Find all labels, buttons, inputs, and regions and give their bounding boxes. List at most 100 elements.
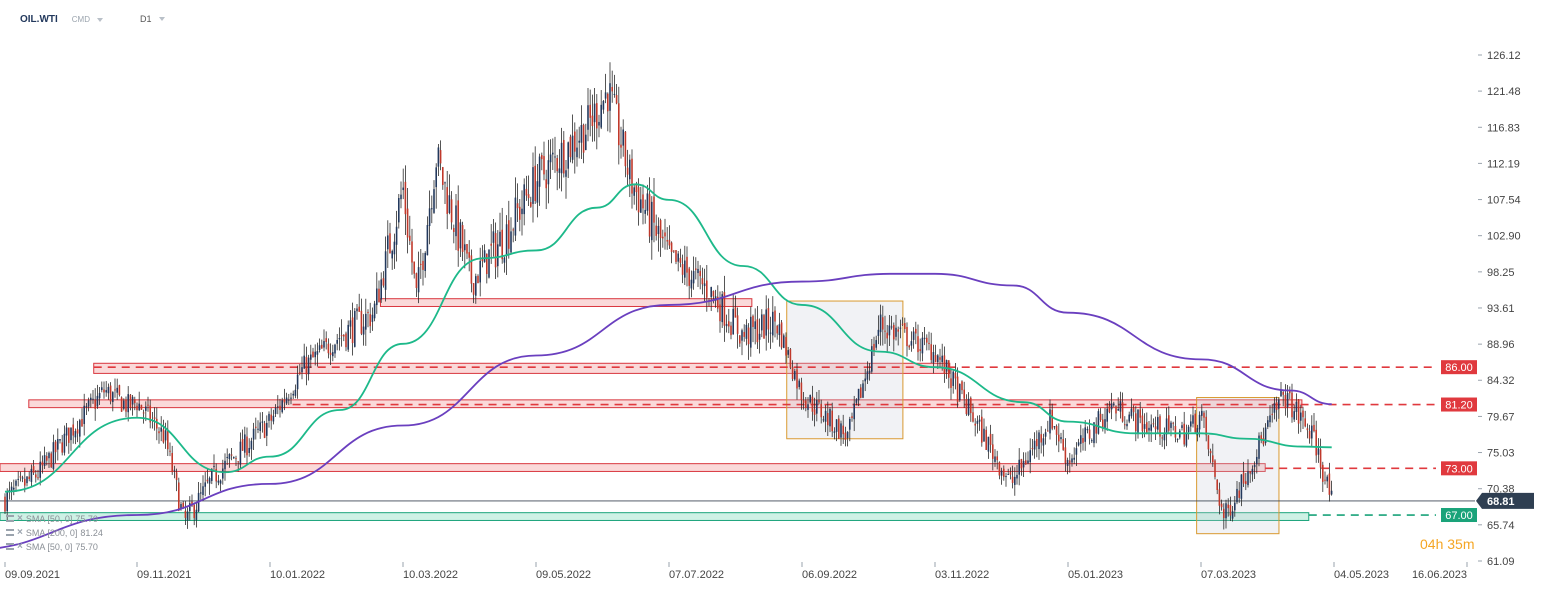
timeframe-dropdown-icon[interactable] <box>158 17 165 21</box>
candle-body <box>906 326 908 347</box>
candle-body <box>310 354 312 360</box>
timer-hours-unit: h <box>1435 536 1444 552</box>
candle-body <box>52 442 55 469</box>
level-tag <box>1441 397 1477 412</box>
candle-body <box>376 288 378 306</box>
candle-body <box>1291 392 1293 418</box>
resistance-zone[interactable] <box>379 298 753 307</box>
candle-body <box>1137 409 1139 434</box>
timeframe-selector[interactable]: D1 <box>140 14 165 24</box>
candle-body <box>1095 424 1097 434</box>
legend-item[interactable]: × SMA [200, 0] 81.24 <box>6 527 103 538</box>
candle-body <box>816 400 818 414</box>
close-icon[interactable]: × <box>17 527 23 538</box>
candle-body <box>1280 389 1282 397</box>
candle-body <box>1260 435 1262 441</box>
candle-body <box>17 478 19 480</box>
candle-countdown: 04h 35m <box>1420 536 1475 552</box>
candle-body <box>50 453 52 468</box>
candle-body <box>818 400 820 403</box>
candle-body <box>428 208 431 227</box>
level-label: 73.00 <box>1445 463 1473 475</box>
x-tick-label: 07.03.2023 <box>1201 569 1256 581</box>
resistance-zone[interactable] <box>0 463 1266 472</box>
sma-50-line[interactable] <box>4 183 1332 493</box>
candle-body <box>1108 406 1111 413</box>
candle-body <box>1240 474 1243 499</box>
range-box[interactable] <box>1196 397 1280 535</box>
candle-body <box>272 415 275 422</box>
y-tick-label: 84.32 <box>1487 375 1515 387</box>
candle-body <box>230 454 233 456</box>
legend-item[interactable]: × SMA [50, 0] 75.70 <box>6 513 98 524</box>
legend-item[interactable]: × SMA [50, 0] 75.70 <box>6 541 98 552</box>
candle-body <box>420 263 422 265</box>
candle-body <box>98 392 101 399</box>
candle-body <box>74 431 77 438</box>
candle-body <box>882 317 884 330</box>
candle-body <box>937 355 939 363</box>
candle-body <box>871 346 873 372</box>
candle-body <box>417 267 420 293</box>
candle-body <box>466 243 468 254</box>
candle-body <box>79 420 81 437</box>
market-dropdown-icon[interactable] <box>97 17 103 22</box>
range-box[interactable] <box>786 300 904 440</box>
symbol-name[interactable]: OIL.WTI <box>20 14 58 25</box>
candle-body <box>1157 417 1159 430</box>
candle-body <box>662 236 664 239</box>
candle-body <box>556 158 558 172</box>
candle-body <box>1102 419 1104 429</box>
candle-body <box>789 349 792 368</box>
last-price-tag <box>1476 492 1534 509</box>
close-icon[interactable]: × <box>17 541 23 552</box>
level-label: 81.20 <box>1445 400 1473 412</box>
sma-200-line[interactable] <box>0 272 1332 550</box>
close-icon[interactable]: × <box>17 513 23 524</box>
candle-body <box>1135 413 1137 432</box>
y-tick-label: 112.19 <box>1487 158 1520 170</box>
support-zone[interactable] <box>0 512 1310 521</box>
candle-body <box>351 317 354 344</box>
candle-body <box>1051 409 1053 429</box>
candle-body <box>299 372 301 374</box>
candle-body <box>576 147 578 158</box>
candle-body <box>547 160 550 185</box>
list-icon <box>6 543 14 550</box>
candle-body <box>622 129 624 146</box>
timeframe-label[interactable]: D1 <box>140 14 152 24</box>
candle-body <box>266 422 268 436</box>
candle-body <box>503 257 506 263</box>
candle-body <box>362 326 365 335</box>
candle-body <box>116 387 118 393</box>
candle-body <box>107 387 110 394</box>
candle-body <box>288 399 290 401</box>
candle-body <box>246 436 248 456</box>
candle-body <box>976 420 979 424</box>
candle-body <box>835 419 838 432</box>
candle-body <box>1020 459 1023 469</box>
symbol-header[interactable]: OIL.WTI CMD <box>20 14 103 25</box>
candle-body <box>659 220 662 239</box>
candle-body <box>21 477 24 479</box>
candle-body <box>868 370 871 374</box>
candle-body <box>145 406 147 411</box>
candle-body <box>578 140 580 143</box>
candle-body <box>866 371 869 380</box>
candle-body <box>809 394 811 403</box>
candle-body <box>175 472 178 481</box>
candle-body <box>437 147 440 167</box>
legend-value: 81.24 <box>80 527 103 538</box>
candle-body <box>618 103 620 146</box>
candle-body <box>402 187 404 191</box>
candle-body <box>178 482 180 511</box>
candle-body <box>369 314 371 327</box>
candle-body <box>609 83 611 111</box>
candle-body <box>457 200 459 251</box>
candle-body <box>182 502 184 508</box>
candle-body <box>697 268 699 274</box>
candle-body <box>1093 422 1095 444</box>
candle-body <box>43 455 46 467</box>
